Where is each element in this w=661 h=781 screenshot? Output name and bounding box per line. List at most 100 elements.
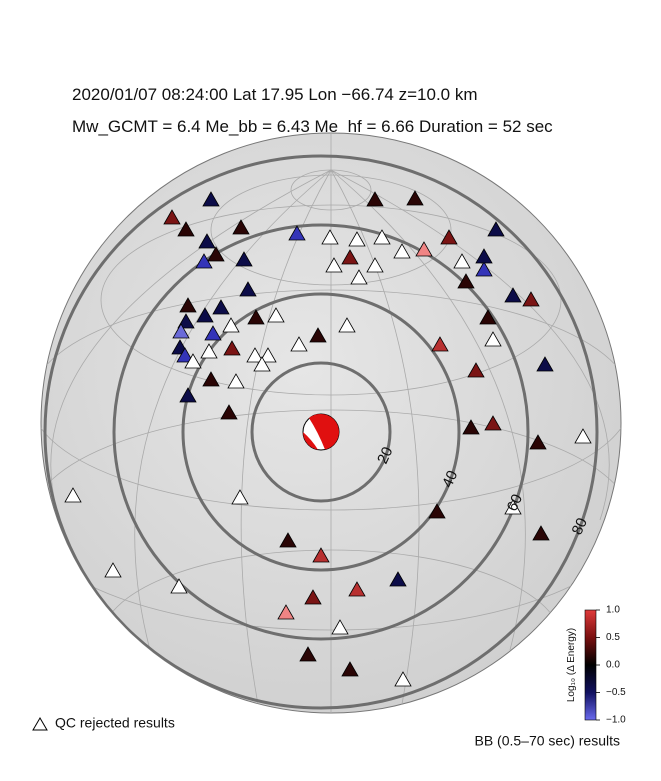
beachball	[302, 413, 340, 451]
station	[104, 562, 122, 578]
station	[484, 415, 502, 431]
station	[393, 243, 411, 259]
station	[198, 233, 216, 249]
station	[177, 313, 195, 329]
station	[440, 229, 458, 245]
legend-qc-icon	[32, 717, 48, 731]
station	[406, 190, 424, 206]
station	[212, 299, 230, 315]
station	[522, 291, 540, 307]
distance-ring	[181, 292, 461, 572]
station	[235, 251, 253, 267]
station	[325, 257, 343, 273]
station	[207, 246, 225, 262]
colorbar-tick-label: −0.5	[606, 687, 626, 698]
station	[163, 209, 181, 225]
title-line-2: Mw_GCMT = 6.4 Me_bb = 6.43 Me_hf = 6.66 …	[72, 117, 553, 136]
colorbar-tick-label: 0.0	[606, 660, 620, 671]
colorbar-tick-label: 0.5	[606, 632, 620, 643]
station	[462, 419, 480, 435]
title-line-1: 2020/01/07 08:24:00 Lat 17.95 Lon −66.74…	[72, 85, 478, 104]
colorbar-tick-label: 1.0	[606, 605, 620, 616]
legend-bb: BB (0.5–70 sec) results	[474, 733, 620, 749]
station	[184, 353, 202, 369]
station	[532, 525, 550, 541]
legend-qc: QC rejected results	[55, 715, 175, 731]
station	[195, 253, 213, 269]
station	[239, 281, 257, 297]
distance-ring	[43, 154, 599, 710]
station	[350, 269, 368, 285]
distance-ring	[112, 223, 530, 641]
station	[220, 404, 238, 420]
station	[196, 307, 214, 323]
station	[484, 331, 502, 347]
station	[227, 373, 245, 389]
station	[321, 229, 339, 245]
station	[373, 229, 391, 245]
station	[331, 619, 349, 635]
station	[415, 241, 433, 257]
station	[253, 356, 271, 372]
colorbar-tick-label: −1.0	[606, 715, 626, 726]
station	[299, 646, 317, 662]
station	[172, 323, 190, 339]
station	[179, 387, 197, 403]
station	[246, 347, 264, 363]
station	[222, 317, 240, 333]
station	[504, 499, 522, 515]
station	[389, 571, 407, 587]
station	[348, 581, 366, 597]
station	[277, 604, 295, 620]
station	[204, 325, 222, 341]
station	[366, 257, 384, 273]
distance-ring	[250, 361, 392, 503]
station	[64, 487, 82, 503]
ring-label: 20	[374, 444, 396, 466]
ring-label: 60	[504, 492, 526, 514]
station	[457, 273, 475, 289]
station	[428, 503, 446, 519]
station	[341, 249, 359, 265]
station	[338, 317, 356, 333]
ring-label: 80	[569, 515, 591, 537]
station	[529, 434, 547, 450]
station	[288, 225, 306, 241]
colorbar-label: Log₁₀ (Δ Energy)	[566, 628, 577, 702]
station	[170, 578, 188, 594]
station	[431, 336, 449, 352]
station	[366, 191, 384, 207]
station	[279, 532, 297, 548]
station	[309, 327, 327, 343]
ring-label: 40	[439, 468, 461, 490]
station	[341, 661, 359, 677]
station	[179, 297, 197, 313]
station	[247, 309, 265, 325]
station	[348, 231, 366, 247]
station	[574, 428, 592, 444]
station	[394, 671, 412, 687]
station	[475, 261, 493, 277]
station	[267, 307, 285, 323]
station	[290, 336, 308, 352]
station	[202, 371, 220, 387]
station	[479, 309, 497, 325]
station	[504, 287, 522, 303]
station	[200, 343, 218, 359]
station	[467, 362, 485, 378]
station	[475, 248, 493, 264]
station	[259, 347, 277, 363]
station	[487, 221, 505, 237]
station	[202, 191, 220, 207]
station	[176, 347, 194, 363]
colorbar	[584, 609, 597, 721]
station	[231, 489, 249, 505]
station	[232, 219, 250, 235]
station	[177, 221, 195, 237]
station	[223, 340, 241, 356]
station	[536, 356, 554, 372]
station	[304, 589, 322, 605]
station	[453, 253, 471, 269]
station	[312, 547, 330, 563]
